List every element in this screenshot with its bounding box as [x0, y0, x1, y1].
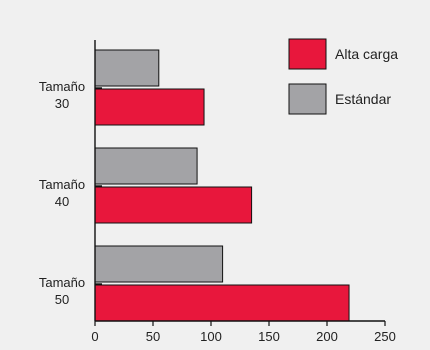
- bar-alta-carga-0: [94, 88, 205, 126]
- bar-alta-carga-1: [94, 186, 253, 224]
- legend-swatch-1: [288, 83, 327, 115]
- bar-estandar-1: [94, 147, 198, 185]
- bar-estandar-0: [94, 49, 160, 87]
- bars-group: [94, 49, 350, 322]
- x-tick-label-3: 150: [258, 329, 280, 344]
- x-tick-label-1: 50: [146, 329, 160, 344]
- legend-label-0: Alta carga: [335, 46, 398, 62]
- category-label-2: Tamaño 50: [39, 275, 85, 307]
- axes-group: 0 50 100 150 200 250: [91, 40, 396, 344]
- bar-estandar-2: [94, 245, 224, 283]
- legend-label-1: Estándar: [335, 91, 391, 107]
- x-tick-label-2: 100: [200, 329, 222, 344]
- category-label-0: Tamaño 30: [39, 79, 85, 111]
- x-tick-label-5: 250: [374, 329, 396, 344]
- x-tick-label-4: 200: [316, 329, 338, 344]
- bar-alta-carga-2: [94, 284, 350, 322]
- legend: Alta carga Estándar: [288, 38, 398, 115]
- category-labels: Tamaño 30 Tamaño 40 Tamaño 50: [39, 79, 85, 307]
- x-tick-label-0: 0: [91, 329, 98, 344]
- category-label-1: Tamaño 40: [39, 177, 85, 209]
- legend-swatch-0: [288, 38, 327, 70]
